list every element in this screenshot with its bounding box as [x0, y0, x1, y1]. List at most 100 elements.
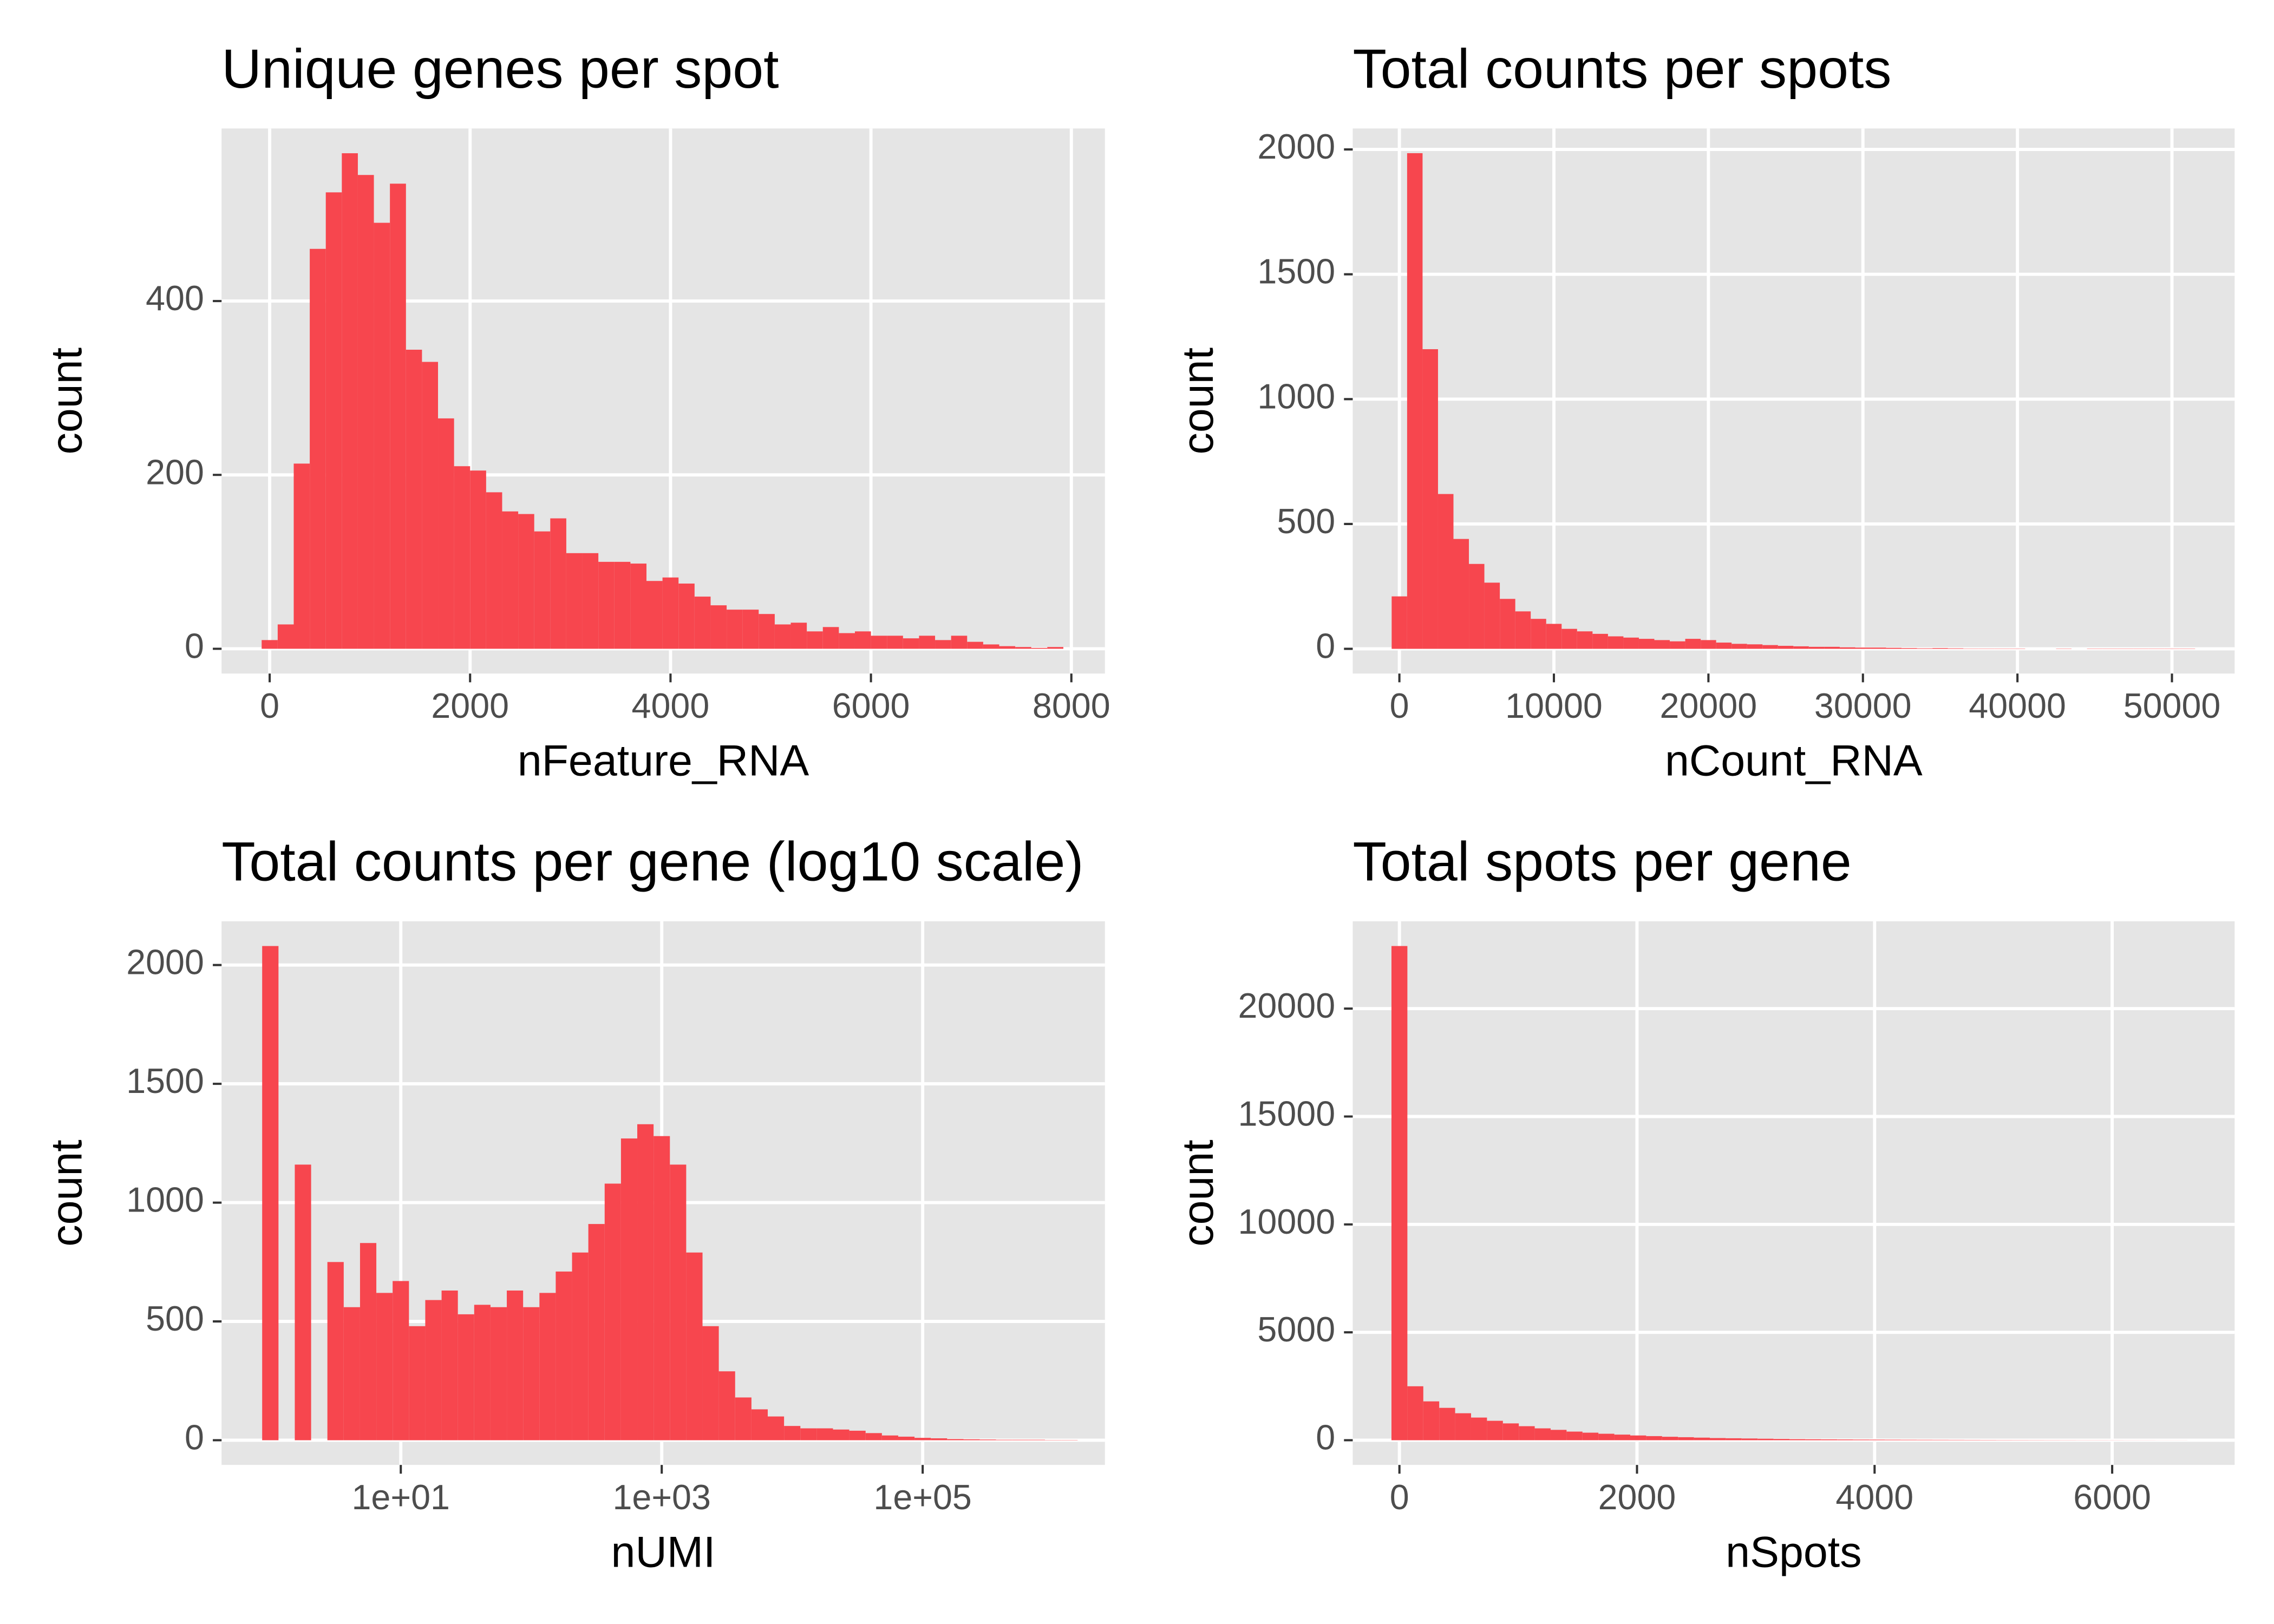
bar	[1546, 624, 1562, 649]
bar	[1550, 1430, 1567, 1440]
bar	[1455, 1413, 1471, 1440]
bar	[614, 561, 631, 649]
bar	[1808, 646, 1825, 649]
bar	[718, 1371, 735, 1440]
bar	[1868, 1439, 1885, 1440]
bar	[1709, 1438, 1726, 1440]
y-tick-label: 0	[185, 1418, 204, 1457]
bar	[1701, 640, 1716, 649]
bar	[1839, 647, 1855, 649]
bar	[694, 597, 711, 649]
y-axis-label: count	[1174, 1140, 1223, 1247]
bar	[310, 248, 326, 649]
bar	[393, 1281, 409, 1440]
bar	[967, 641, 983, 649]
bar	[376, 1293, 393, 1440]
bar	[1678, 1437, 1694, 1440]
bar	[654, 1136, 670, 1440]
bar	[604, 1183, 621, 1440]
bar	[1726, 1438, 1742, 1440]
bar	[1757, 1438, 1774, 1440]
bar	[1932, 648, 1948, 649]
y-tick-label: 2000	[1257, 127, 1335, 166]
bar	[935, 640, 951, 649]
x-tick-label: 2000	[431, 686, 509, 725]
bar	[963, 1439, 980, 1440]
bar	[360, 1243, 377, 1440]
bar	[1741, 1438, 1758, 1440]
bar	[1824, 646, 1840, 649]
bar	[849, 1430, 866, 1440]
bar	[1630, 1435, 1646, 1440]
bar	[1502, 1423, 1519, 1440]
y-tick-label: 0	[1316, 1418, 1335, 1457]
bar	[1047, 647, 1063, 649]
bar	[1534, 1428, 1551, 1440]
bar	[1789, 1439, 1806, 1440]
bar	[598, 561, 615, 649]
x-tick-label: 1e+01	[352, 1478, 450, 1517]
bar	[1515, 611, 1531, 649]
bar	[1592, 633, 1608, 649]
bar	[502, 511, 519, 649]
bar	[1598, 1433, 1615, 1440]
bar	[1646, 1436, 1662, 1440]
bar	[1685, 639, 1701, 649]
bar	[790, 623, 807, 649]
bar	[539, 1293, 556, 1440]
bar	[767, 1416, 785, 1440]
bar	[871, 636, 887, 649]
bar	[1608, 636, 1624, 649]
x-tick-label: 4000	[632, 686, 710, 725]
x-tick-label: 30000	[1814, 686, 1912, 725]
bar	[822, 627, 839, 649]
x-axis-label: nFeature_RNA	[518, 736, 809, 785]
y-tick-label: 1500	[126, 1062, 204, 1101]
bar	[1407, 1386, 1423, 1440]
bar	[550, 518, 566, 649]
x-tick-label: 1e+05	[873, 1478, 971, 1517]
bar	[686, 1252, 703, 1440]
bar	[1886, 647, 1902, 649]
y-tick-label: 500	[1277, 502, 1335, 541]
bar	[742, 610, 759, 649]
bar	[1577, 631, 1593, 649]
bar	[1015, 647, 1031, 649]
bar	[1731, 644, 1747, 649]
bar	[983, 644, 999, 649]
bar	[454, 466, 471, 649]
bar	[1487, 1420, 1503, 1440]
bar	[914, 1438, 931, 1440]
bar	[1500, 599, 1515, 649]
bar	[646, 581, 663, 649]
bar	[1437, 494, 1454, 649]
x-axis-label: nSpots	[1726, 1528, 1861, 1576]
plot-background	[1352, 921, 2235, 1465]
bar	[1821, 1439, 1838, 1440]
chart-title: Total counts per gene (log10 scale)	[221, 830, 1083, 893]
bar	[807, 631, 823, 649]
bar	[490, 1307, 507, 1440]
bar	[523, 1307, 540, 1440]
bar	[425, 1300, 442, 1440]
bar	[458, 1314, 474, 1440]
bar	[816, 1428, 833, 1440]
bar	[422, 362, 439, 649]
bar	[406, 350, 422, 649]
y-tick-label: 400	[146, 279, 204, 318]
bar	[881, 1435, 898, 1440]
bar	[1654, 640, 1670, 649]
y-tick-label: 5000	[1257, 1310, 1335, 1349]
bar	[919, 636, 936, 649]
y-tick-label: 10000	[1238, 1202, 1335, 1241]
chart-title: Unique genes per spot	[221, 37, 779, 100]
bar	[556, 1271, 572, 1440]
bar	[588, 1224, 605, 1440]
bar	[662, 577, 679, 649]
y-tick-label: 15000	[1238, 1095, 1335, 1134]
y-tick-label: 1500	[1257, 252, 1335, 291]
bar	[1901, 648, 1917, 649]
bar	[833, 1429, 850, 1440]
bar	[327, 1262, 344, 1440]
bar	[325, 192, 342, 649]
